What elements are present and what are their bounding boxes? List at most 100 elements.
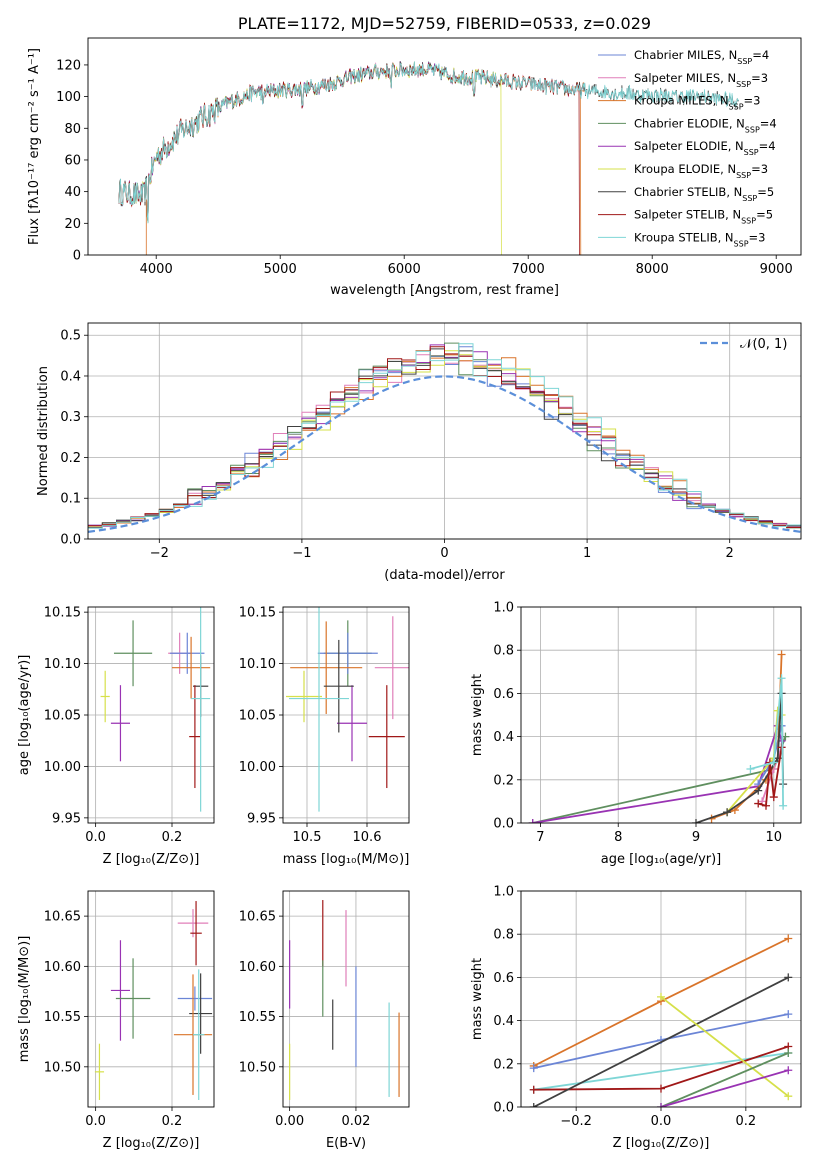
errorbar-point <box>323 639 354 733</box>
massweight-series-line <box>533 976 789 1107</box>
y-tick-label: 10.50 <box>239 1060 276 1075</box>
axes-frame <box>87 606 215 824</box>
massweight-point <box>657 1103 665 1107</box>
y-tick-label: 10.55 <box>239 1010 276 1025</box>
massweight-vs-Z-panel: −0.2 0.0 0.2 0.0 0.2 0.4 0.6 0.8 1.0 Z [log₁₀(Z/Z… <box>470 885 802 1151</box>
y-tick-label: 9.95 <box>52 811 81 826</box>
errorbar-point <box>177 986 213 1011</box>
x-tick-label: 10.6 <box>353 830 382 845</box>
spectrum-title: PLATE=1172, MJD=52759, FIBERID=0533, z=0… <box>238 14 651 33</box>
y-tick-label: 0.5 <box>60 329 81 344</box>
axes-frame <box>87 37 802 256</box>
errorbar-point <box>172 636 211 699</box>
y-tick-label: 9.95 <box>247 811 276 826</box>
age-vs-Z-panel: 0.0 0.2 9.95 10.00 10.05 10.10 10.15 Z [log₁₀(Z… <box>17 606 215 867</box>
x-tick-label: 0.00 <box>275 1114 304 1129</box>
x-tick-label: 5000 <box>264 262 297 277</box>
legend-entry: Salpeter STELIB, NSSP=5 <box>634 208 773 226</box>
errorbar-point <box>115 958 151 1039</box>
axes-frame <box>87 322 802 540</box>
mass-vs-Z-ylabel: mass [log₁₀(M/M⊙)] <box>17 936 32 1063</box>
spectrum-lines <box>118 60 739 255</box>
x-tick-label: 0 <box>440 546 448 561</box>
massweight-vs-Z-ylabel: mass weight <box>470 958 485 1040</box>
spectrum-series-line <box>118 61 739 224</box>
y-tick-label: 0.8 <box>493 644 514 659</box>
spectrum-series-line <box>118 61 585 222</box>
y-tick-label: 10.05 <box>239 709 276 724</box>
errorbar-point <box>94 1043 105 1100</box>
x-tick-label: 9 <box>692 830 700 845</box>
massweight-series-line <box>532 722 783 823</box>
massweight-point <box>529 1103 538 1107</box>
spectrum-series-line <box>118 62 504 255</box>
spectrum-xlabel: wavelength [Angstrom, rest frame] <box>330 283 559 298</box>
massweight-point <box>754 799 763 808</box>
y-tick-label: 40 <box>64 185 81 200</box>
massweight-point <box>754 786 763 795</box>
spectrum-series-line <box>118 61 585 223</box>
mass-vs-EBV-points <box>289 900 400 1100</box>
age-vs-Z-xlabel: Z [log₁₀(Z/Z⊙)] <box>103 852 200 867</box>
y-tick-label: 80 <box>64 122 81 137</box>
residuals-panel: −2 −1 0 1 2 0.0 0.1 0.2 0.3 0.4 0.5 𝒩(0, 1) (data-mo… <box>36 322 802 583</box>
massweight-point <box>784 1049 793 1057</box>
y-tick-label: 0 <box>73 249 81 264</box>
x-tick-label: 0.0 <box>85 830 106 845</box>
x-tick-label: 8 <box>614 830 622 845</box>
massweight-point <box>529 1085 538 1094</box>
x-tick-label: 0.2 <box>162 1114 183 1129</box>
massweight-point <box>784 1010 793 1019</box>
massweight-point <box>784 1092 793 1101</box>
y-tick-label: 0.1 <box>60 492 81 507</box>
x-tick-label: 10.5 <box>293 830 322 845</box>
errorbar-point <box>177 909 209 938</box>
y-tick-label: 0.6 <box>493 971 514 986</box>
y-tick-label: 0.0 <box>60 533 81 548</box>
legend-entry: Chabrier MILES, NSSP=4 <box>634 48 769 66</box>
massweight-point <box>779 801 788 810</box>
x-tick-label: 6000 <box>388 262 421 277</box>
x-tick-label: 10 <box>766 830 783 845</box>
mass-vs-EBV-panel: 0.00 0.02 10.50 10.55 10.60 10.65 E(B-V) <box>239 890 410 1151</box>
spectrum-ylabel: Flux [fλ10⁻¹⁷ erg cm⁻² s⁻¹ A⁻¹] <box>27 48 42 245</box>
x-tick-label: 0.2 <box>162 830 183 845</box>
errorbar-point <box>374 616 409 720</box>
massweight-point <box>692 819 700 823</box>
y-tick-label: 10.10 <box>239 657 276 672</box>
legend-entry: Kroupa ELODIE, NSSP=3 <box>634 162 768 180</box>
x-tick-label: 7 <box>536 830 544 845</box>
massweight-vs-age-lines <box>528 650 790 823</box>
y-tick-label: 0.6 <box>493 687 514 702</box>
residual-histogram <box>88 346 801 530</box>
errorbar-point <box>317 632 378 674</box>
massweight-series-line <box>660 1069 789 1107</box>
age-vs-Z-points <box>100 607 211 812</box>
errorbar-point <box>189 685 201 789</box>
y-tick-label: 10.60 <box>44 960 81 975</box>
mass-vs-EBV-xlabel: E(B-V) <box>326 1136 366 1151</box>
x-tick-label: 0.0 <box>651 1114 672 1129</box>
massweight-point <box>723 808 732 817</box>
residual-histogram <box>88 343 801 531</box>
age-vs-Z-ylabel: age [log₁₀(age/yr)] <box>17 655 32 776</box>
y-tick-label: 10.15 <box>239 606 276 621</box>
y-tick-label: 10.60 <box>239 960 276 975</box>
errorbar-point <box>113 620 153 687</box>
y-tick-label: 10.10 <box>44 657 81 672</box>
y-tick-label: 10.55 <box>44 1010 81 1025</box>
legend-entry: Chabrier ELODIE, NSSP=4 <box>634 116 777 133</box>
y-tick-label: 100 <box>56 90 81 105</box>
residuals-ylabel: Normed distribution <box>36 366 51 496</box>
massweight-vs-age-xlabel: age [log₁₀(age/yr)] <box>601 852 722 867</box>
legend-entry: Salpeter ELODIE, NSSP=4 <box>634 139 776 157</box>
massweight-point <box>528 819 537 823</box>
x-tick-label: 2 <box>726 546 734 561</box>
errorbar-point <box>100 670 110 723</box>
massweight-vs-age-ylabel: mass weight <box>470 674 485 756</box>
y-tick-label: 0.2 <box>60 451 81 466</box>
axes-frame <box>87 890 215 1108</box>
y-tick-label: 1.0 <box>493 601 514 616</box>
x-tick-label: 0.2 <box>736 1114 757 1129</box>
errorbar-point <box>110 685 130 762</box>
